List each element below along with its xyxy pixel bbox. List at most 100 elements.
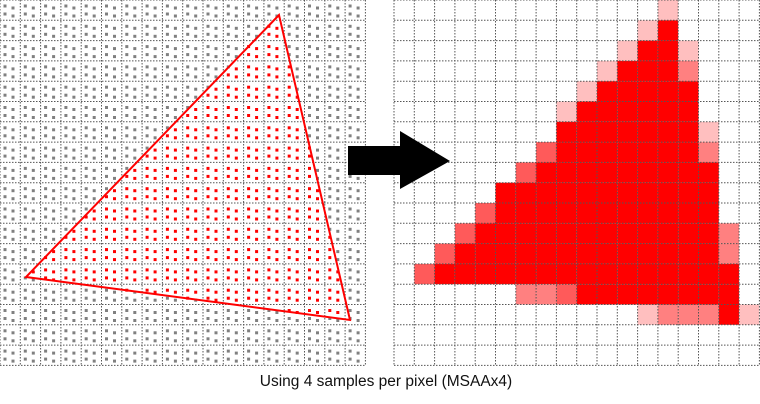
- pixel-coverage-2: [718, 243, 740, 264]
- sample-point: [214, 55, 218, 59]
- triangle-outline: [23, 12, 352, 322]
- pixel-coverage-4: [515, 203, 537, 224]
- sample-point-covered: [275, 258, 279, 262]
- sample-point: [153, 108, 157, 111]
- sample-point-covered: [153, 229, 157, 233]
- sample-point: [247, 317, 251, 320]
- sample-point: [11, 237, 15, 241]
- sample-point: [125, 53, 129, 57]
- sample-point-covered: [267, 126, 271, 130]
- sample-point-covered: [153, 217, 157, 221]
- sample-point-covered: [234, 189, 238, 193]
- sample-point: [125, 309, 129, 312]
- sample-point: [92, 176, 96, 180]
- sample-point: [214, 6, 218, 10]
- sample-point-covered: [113, 237, 116, 241]
- sample-point-covered: [105, 207, 108, 211]
- pixel-coverage-4: [718, 284, 740, 305]
- sample-point: [105, 357, 108, 361]
- sample-point: [214, 339, 218, 343]
- sample-point: [23, 24, 27, 28]
- sample-point: [145, 329, 149, 333]
- sample-point-covered: [72, 229, 76, 233]
- sample-point-covered: [173, 250, 177, 254]
- sample-point: [23, 227, 27, 231]
- sample-point: [336, 6, 340, 10]
- sample-point: [11, 217, 15, 221]
- sample-point: [287, 4, 291, 8]
- sample-point: [84, 174, 88, 178]
- pixel-coverage-1: [637, 304, 658, 325]
- sample-point: [84, 146, 88, 150]
- sample-point-covered: [328, 248, 332, 252]
- sample-point: [44, 73, 48, 77]
- sample-point: [255, 339, 259, 343]
- sample-point: [125, 126, 129, 130]
- sample-point: [234, 34, 238, 38]
- sample-point-covered: [275, 217, 279, 221]
- sample-point: [113, 176, 116, 180]
- sample-point-covered: [295, 197, 299, 201]
- sample-point-covered: [267, 268, 271, 272]
- sample-point: [125, 45, 129, 49]
- pixel-coverage-4: [475, 223, 496, 244]
- sample-point-covered: [125, 248, 129, 252]
- sample-point: [267, 349, 271, 353]
- sample-point: [31, 34, 35, 38]
- pixel-coverage-4: [597, 121, 618, 143]
- sample-point: [64, 296, 68, 300]
- sample-point: [194, 6, 198, 10]
- sample-point: [11, 290, 15, 294]
- pixel-coverage-4: [698, 284, 719, 305]
- sample-point: [3, 195, 7, 199]
- pixel-coverage-4: [617, 60, 638, 82]
- sample-point: [356, 331, 360, 335]
- sample-point-covered: [247, 256, 251, 260]
- sample-point: [23, 45, 27, 49]
- sample-point: [316, 67, 319, 71]
- sample-point-covered: [234, 217, 238, 221]
- sample-point: [336, 209, 340, 213]
- sample-point: [295, 319, 299, 322]
- sample-point-covered: [206, 227, 210, 231]
- sample-point-covered: [275, 298, 279, 302]
- sample-point: [92, 95, 96, 99]
- sample-point: [348, 248, 352, 252]
- sample-point: [23, 248, 27, 252]
- pixel-coverage-4: [597, 182, 618, 203]
- sample-point-covered: [295, 136, 299, 140]
- sample-point: [3, 93, 7, 97]
- sample-point: [267, 309, 271, 312]
- sample-point: [328, 329, 332, 333]
- sample-point-covered: [267, 32, 271, 36]
- sample-point: [316, 351, 319, 355]
- sample-point: [44, 357, 48, 361]
- sample-point: [336, 47, 340, 51]
- sample-point: [72, 331, 76, 335]
- sample-point: [348, 227, 352, 231]
- sample-point: [173, 75, 177, 79]
- sample-point: [295, 339, 299, 343]
- sample-point: [348, 93, 352, 97]
- sample-point-covered: [234, 298, 238, 302]
- sample-point: [145, 357, 149, 361]
- sample-point: [295, 6, 299, 10]
- sample-point: [133, 156, 137, 160]
- sample-point: [316, 319, 319, 322]
- sample-point: [153, 67, 157, 71]
- sample-point: [72, 136, 76, 140]
- sample-point-covered: [125, 207, 129, 211]
- sample-point-covered: [84, 276, 88, 280]
- pixel-coverage-4: [617, 162, 638, 183]
- sample-point: [52, 351, 56, 355]
- sample-point: [356, 359, 360, 363]
- sample-point-covered: [295, 250, 299, 254]
- sample-point: [23, 154, 27, 158]
- sample-point-covered: [214, 229, 218, 233]
- sample-point-covered: [194, 258, 198, 262]
- sample-point-covered: [275, 229, 279, 233]
- sample-point-covered: [267, 93, 271, 97]
- sample-point: [295, 331, 299, 335]
- sample-point: [255, 359, 259, 363]
- sample-point-covered: [295, 116, 299, 119]
